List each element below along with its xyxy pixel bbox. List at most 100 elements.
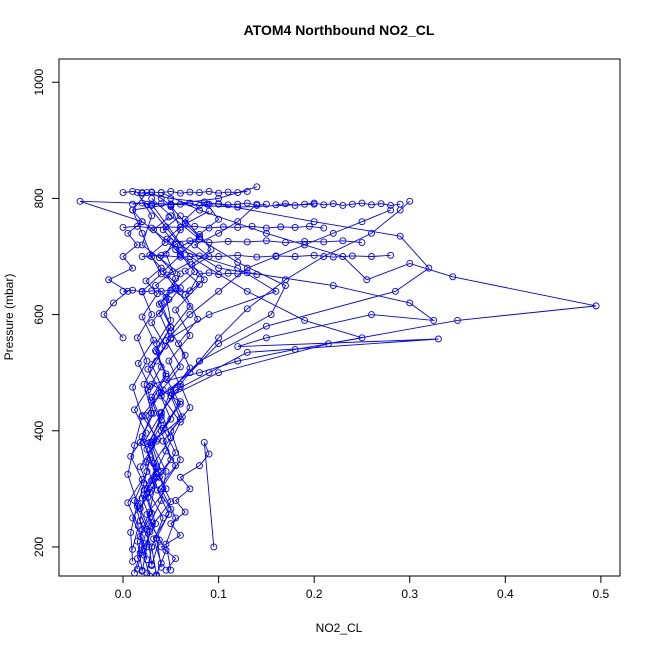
data-point [129,383,137,391]
data-point [148,409,156,417]
data-point [138,241,146,249]
data-point [339,201,347,209]
data-point [243,348,251,356]
data-point [243,305,251,313]
data-point [329,200,337,208]
data-point [127,528,135,536]
data-point [176,400,184,408]
data-point [196,206,203,214]
data-point [186,485,194,493]
data-point [124,499,132,507]
data-point [172,462,180,470]
data-point [133,565,141,573]
data-point [262,322,270,330]
data-point [153,435,161,443]
data-point [148,361,156,368]
data-point [165,357,173,365]
data-point [219,223,227,231]
x-tick-label: 0.1 [210,587,227,601]
x-tick-label: 0.5 [593,587,610,601]
data-point [148,188,156,196]
data-point [143,510,151,518]
data-point [157,200,165,208]
data-point [144,365,152,373]
data-point [215,287,223,295]
data-point [207,246,215,253]
data-point [329,282,337,289]
data-point [176,473,184,481]
data-point [196,280,203,288]
data-point [434,335,442,343]
profile-line [122,225,324,229]
data-point [134,522,142,530]
profile-line [127,186,257,562]
data-point [243,269,251,277]
data-point [167,415,175,423]
data-point [131,406,138,414]
profile-series [272,199,404,209]
data-point [175,340,182,348]
data-point [165,296,173,303]
data-point [272,252,280,260]
data-point [234,270,242,278]
data-point [167,520,175,528]
data-point [146,251,154,259]
data-point [305,222,313,230]
profile-line [275,202,401,206]
data-point [172,275,180,283]
data-point [186,199,194,207]
data-point [176,189,184,197]
data-point [138,218,146,226]
data-point [146,383,154,391]
data-point [138,313,146,321]
data-point [320,224,328,232]
data-point [159,425,167,432]
data-point [172,555,180,563]
data-point [196,201,203,209]
data-point [176,200,184,208]
data-point [129,200,137,208]
data-point [162,370,170,378]
data-point [196,357,203,365]
data-point [215,215,223,223]
data-point [119,334,127,342]
data-point [301,316,309,324]
data-point [282,200,289,208]
data-point [165,213,173,221]
data-point [234,189,242,197]
data-point [129,264,137,272]
data-point [133,222,141,230]
data-point [224,201,232,209]
data-point [142,412,150,420]
data-point [167,286,175,294]
data-point [234,357,242,365]
profile-series [157,438,218,574]
y-tick-label: 600 [32,304,46,324]
data-point [186,369,194,377]
data-point [150,481,158,489]
data-point [186,311,194,319]
y-tick-label: 400 [32,420,46,440]
data-point [136,505,144,513]
data-point [161,342,169,350]
data-point [143,200,151,208]
data-point [176,363,184,371]
profile-series [148,198,208,576]
data-point [155,300,163,308]
data-point [134,359,142,367]
data-point [119,253,127,260]
data-point [167,212,175,220]
data-point [162,546,170,554]
data-point [358,218,366,226]
y-tick-label: 200 [32,537,46,557]
data-point [181,508,189,516]
data-point [215,334,223,342]
data-point [162,447,170,455]
x-tick-label: 0.4 [497,587,514,601]
data-point [205,369,213,377]
data-point [176,251,184,259]
chart-title: ATOM4 Northbound NO2_CL [244,22,435,38]
data-point [167,201,175,209]
data-point [243,187,251,195]
